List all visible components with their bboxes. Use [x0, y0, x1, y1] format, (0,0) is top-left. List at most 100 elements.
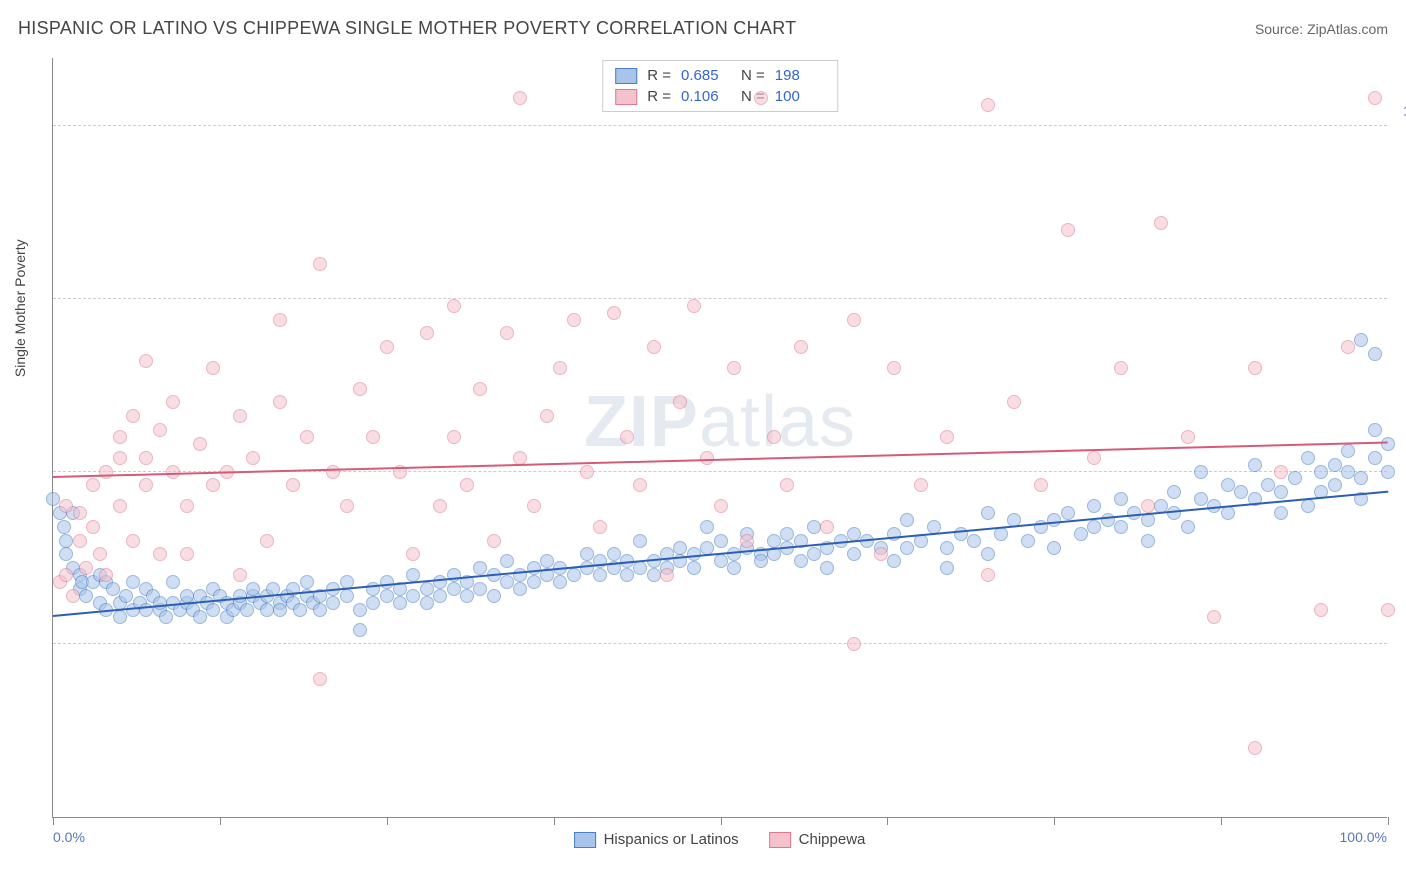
- data-point: [326, 465, 340, 479]
- data-point: [59, 547, 73, 561]
- data-point: [460, 478, 474, 492]
- data-point: [313, 603, 327, 617]
- data-point: [714, 499, 728, 513]
- data-point: [794, 340, 808, 354]
- data-point: [540, 409, 554, 423]
- data-point: [780, 478, 794, 492]
- gridline-h: [53, 643, 1387, 644]
- data-point: [673, 541, 687, 555]
- data-point: [620, 568, 634, 582]
- data-point: [193, 437, 207, 451]
- legend-swatch: [574, 832, 596, 848]
- data-point: [580, 561, 594, 575]
- x-tick: [1221, 817, 1222, 825]
- data-point: [1368, 451, 1382, 465]
- data-point: [1368, 347, 1382, 361]
- data-point: [1354, 471, 1368, 485]
- data-point: [1354, 333, 1368, 347]
- data-point: [106, 582, 120, 596]
- data-point: [420, 326, 434, 340]
- data-point: [353, 603, 367, 617]
- data-point: [887, 361, 901, 375]
- data-point: [1074, 527, 1088, 541]
- data-point: [153, 547, 167, 561]
- data-point: [1274, 506, 1288, 520]
- data-point: [86, 520, 100, 534]
- x-tick: [721, 817, 722, 825]
- data-point: [433, 499, 447, 513]
- data-point: [159, 610, 173, 624]
- data-point: [981, 547, 995, 561]
- data-point: [1181, 430, 1195, 444]
- data-point: [1301, 451, 1315, 465]
- data-point: [206, 478, 220, 492]
- data-point: [1167, 506, 1181, 520]
- data-point: [113, 499, 127, 513]
- data-point: [1154, 216, 1168, 230]
- data-point: [580, 465, 594, 479]
- data-point: [607, 306, 621, 320]
- data-point: [620, 430, 634, 444]
- data-point: [366, 596, 380, 610]
- data-point: [447, 299, 461, 313]
- data-point: [767, 534, 781, 548]
- data-point: [460, 589, 474, 603]
- data-point: [233, 589, 247, 603]
- data-point: [139, 451, 153, 465]
- data-point: [286, 478, 300, 492]
- n-value: 198: [775, 67, 825, 84]
- data-point: [393, 596, 407, 610]
- data-point: [487, 534, 501, 548]
- data-point: [240, 603, 254, 617]
- data-point: [126, 534, 140, 548]
- data-point: [513, 582, 527, 596]
- data-point: [1061, 223, 1075, 237]
- x-tick: [554, 817, 555, 825]
- data-point: [260, 534, 274, 548]
- data-point: [553, 361, 567, 375]
- data-point: [1034, 478, 1048, 492]
- data-point: [714, 554, 728, 568]
- data-point: [340, 499, 354, 513]
- data-point: [940, 430, 954, 444]
- data-point: [206, 603, 220, 617]
- stats-row: R =0.106N =100: [615, 86, 825, 107]
- data-point: [847, 637, 861, 651]
- data-point: [700, 520, 714, 534]
- data-point: [954, 527, 968, 541]
- watermark-bold: ZIP: [584, 382, 699, 462]
- data-point: [206, 361, 220, 375]
- data-point: [246, 451, 260, 465]
- data-point: [1087, 451, 1101, 465]
- data-point: [326, 596, 340, 610]
- data-point: [887, 554, 901, 568]
- data-point: [1114, 361, 1128, 375]
- data-point: [914, 478, 928, 492]
- data-point: [1021, 534, 1035, 548]
- watermark: ZIPatlas: [584, 381, 856, 463]
- data-point: [79, 589, 93, 603]
- data-point: [847, 313, 861, 327]
- data-point: [754, 554, 768, 568]
- data-point: [340, 589, 354, 603]
- data-point: [59, 534, 73, 548]
- data-point: [113, 451, 127, 465]
- data-point: [1248, 741, 1262, 755]
- legend-label: Hispanics or Latinos: [604, 831, 739, 848]
- r-label: R =: [647, 67, 671, 84]
- data-point: [1381, 603, 1395, 617]
- data-point: [166, 465, 180, 479]
- data-point: [380, 340, 394, 354]
- data-point: [687, 561, 701, 575]
- data-point: [406, 547, 420, 561]
- data-point: [93, 547, 107, 561]
- data-point: [727, 547, 741, 561]
- data-point: [580, 547, 594, 561]
- data-point: [700, 451, 714, 465]
- data-point: [700, 541, 714, 555]
- data-point: [1341, 465, 1355, 479]
- data-point: [447, 582, 461, 596]
- data-point: [900, 541, 914, 555]
- data-point: [99, 568, 113, 582]
- legend-item: Chippewa: [769, 831, 866, 848]
